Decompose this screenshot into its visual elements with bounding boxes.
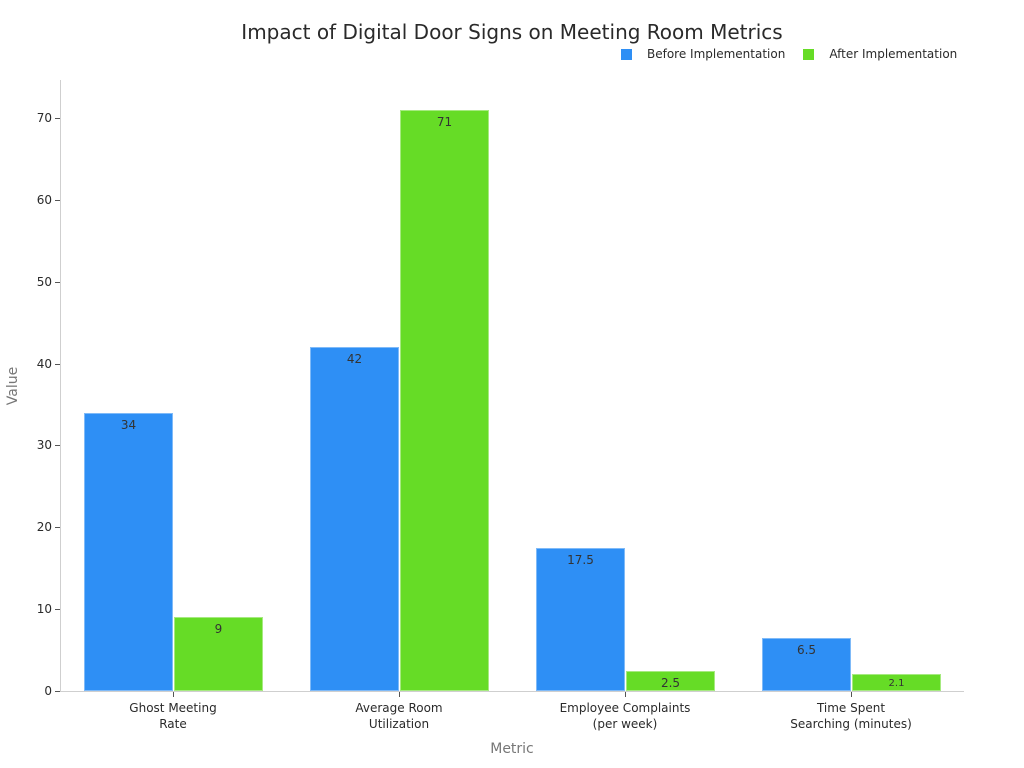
bar-before[interactable]: 17.5 xyxy=(536,548,625,691)
bar-value-label: 2.1 xyxy=(888,678,905,689)
bar-value-label: 9 xyxy=(214,622,223,636)
y-tick-label: 0 xyxy=(44,684,52,698)
x-tick-mark xyxy=(399,692,400,697)
legend: Before Implementation After Implementati… xyxy=(621,46,975,62)
y-tick: 40 xyxy=(0,357,60,371)
y-tick-mark xyxy=(55,445,60,446)
bar-value-label: 42 xyxy=(346,352,363,366)
y-tick-label: 70 xyxy=(36,111,52,125)
y-tick: 20 xyxy=(0,520,60,534)
bar-before[interactable]: 34 xyxy=(84,413,173,691)
y-tick-mark xyxy=(55,527,60,528)
y-tick-mark xyxy=(55,609,60,610)
x-axis-line xyxy=(60,691,964,692)
bar-after[interactable]: 71 xyxy=(400,110,489,691)
x-tick-label-average-room-utilization: Average Room Utilization xyxy=(355,701,443,731)
x-tick-label-employee-complaints: Employee Complaints (per week) xyxy=(559,701,691,731)
y-tick-mark xyxy=(55,118,60,119)
bar-value-label: 6.5 xyxy=(796,643,817,657)
y-tick: 10 xyxy=(0,602,60,616)
y-tick-label: 10 xyxy=(36,602,52,616)
legend-swatch-after xyxy=(803,48,815,60)
y-tick-mark xyxy=(55,200,60,201)
y-tick-mark xyxy=(55,691,60,692)
y-axis-label: Value xyxy=(5,366,21,406)
x-tick-label-time-spent-searching: Time Spent Searching (minutes) xyxy=(790,701,912,731)
x-tick-mark xyxy=(173,692,174,697)
y-tick-label: 20 xyxy=(36,520,52,534)
y-tick: 70 xyxy=(0,111,60,125)
y-axis-line xyxy=(60,80,61,692)
y-tick-label: 30 xyxy=(36,438,52,452)
bar-value-label: 17.5 xyxy=(567,553,594,567)
legend-label-after: After Implementation xyxy=(829,47,958,61)
legend-label-before: Before Implementation xyxy=(647,47,786,61)
y-tick: 30 xyxy=(0,438,60,452)
y-tick: 50 xyxy=(0,275,60,289)
bar-value-label: 71 xyxy=(436,115,453,129)
y-tick-mark xyxy=(55,282,60,283)
y-tick: 60 xyxy=(0,193,60,207)
x-tick-label-ghost-meeting-rate: Ghost Meeting Rate xyxy=(129,701,217,731)
bar-before[interactable]: 6.5 xyxy=(762,638,851,691)
y-tick: 0 xyxy=(0,684,60,698)
bar-after[interactable]: 9 xyxy=(174,617,263,691)
legend-item-before[interactable]: Before Implementation xyxy=(621,47,785,61)
legend-item-after[interactable]: After Implementation xyxy=(803,47,957,61)
bar-value-label: 2.5 xyxy=(660,676,681,690)
bar-value-label: 34 xyxy=(120,418,137,432)
y-tick-label: 60 xyxy=(36,193,52,207)
x-tick-mark xyxy=(625,692,626,697)
y-tick-label: 50 xyxy=(36,275,52,289)
bar-after[interactable]: 2.5 xyxy=(626,671,715,691)
y-tick-label: 40 xyxy=(36,357,52,371)
bar-after[interactable]: 2.1 xyxy=(852,674,941,691)
x-tick-mark xyxy=(851,692,852,697)
bar-before[interactable]: 42 xyxy=(310,347,399,691)
y-tick-mark xyxy=(55,364,60,365)
x-axis-label: Metric xyxy=(490,741,534,757)
legend-swatch-before xyxy=(621,48,632,60)
chart-title: Impact of Digital Door Signs on Meeting … xyxy=(241,20,783,44)
